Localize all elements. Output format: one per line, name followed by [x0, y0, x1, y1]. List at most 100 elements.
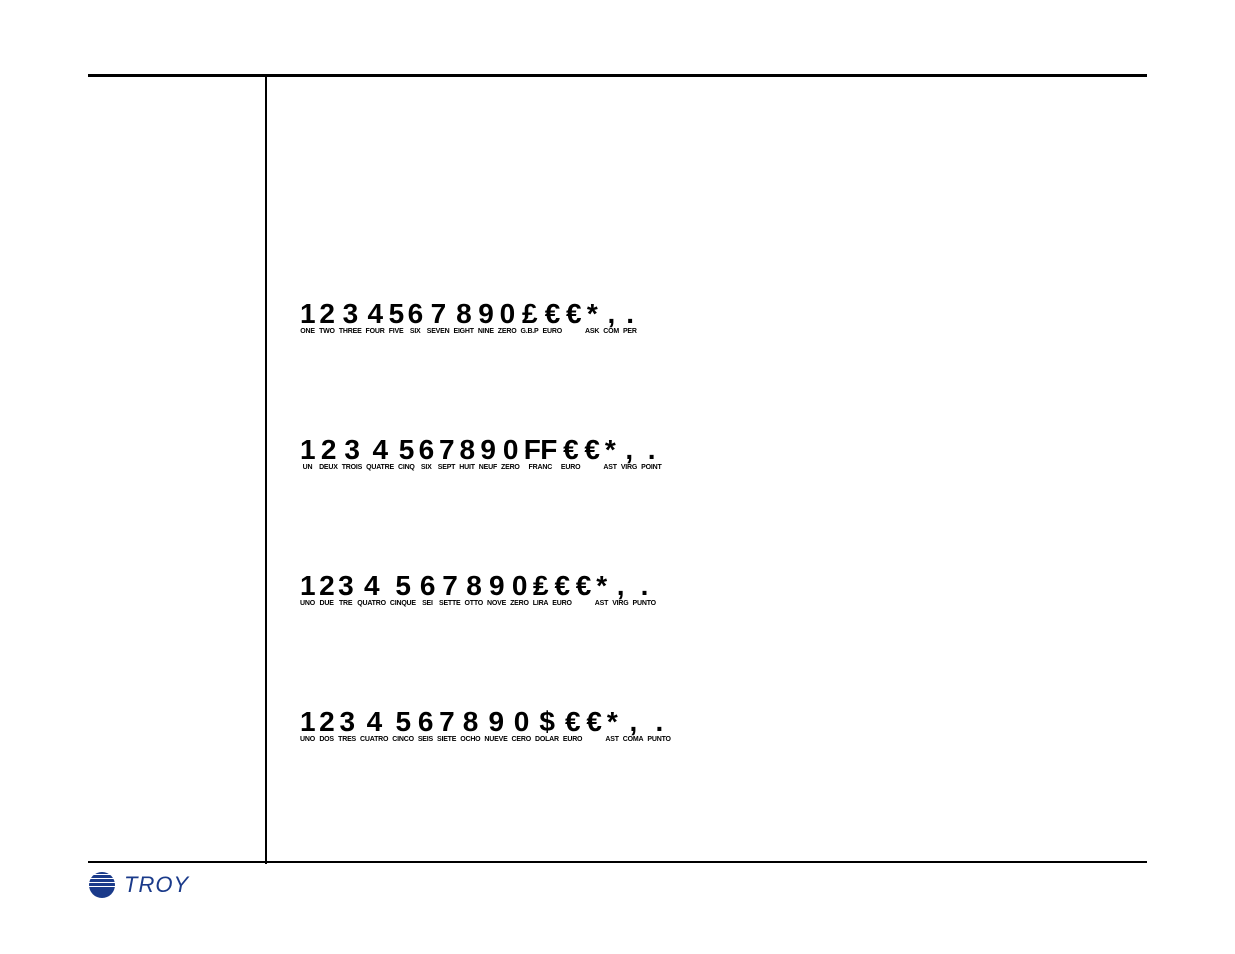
font-row: 1UN2DEUX3TROIS4QUATRE5CINQ6SIX7SEPT8HUIT…	[300, 436, 1135, 472]
glyph-cell: 4QUATRE	[366, 436, 394, 472]
font-specimen-content: 1ONE2TWO3THREE4FOUR5FIVE6SIX7SEVEN8EIGHT…	[300, 300, 1135, 844]
glyph-sublabel: SIX	[419, 464, 434, 472]
glyph-cell: 6SIX	[419, 436, 434, 472]
glyph-sublabel: SEVEN	[427, 328, 450, 336]
glyph-sublabel: NINE	[478, 328, 494, 336]
glyph: $	[535, 708, 559, 736]
glyph-cell: 3TRES	[338, 708, 356, 744]
glyph: ,	[612, 572, 628, 600]
glyph-sublabel: SEPT	[438, 464, 455, 472]
glyph: 4	[360, 708, 388, 736]
glyph-cell: €EURO	[543, 300, 562, 336]
glyph-cell: 0ZERO	[501, 436, 520, 472]
glyph: 5	[398, 436, 415, 464]
glyph: FF	[524, 436, 557, 464]
glyph: 9	[484, 708, 507, 736]
glyph-sublabel: SIX	[408, 328, 423, 336]
glyph-cell: €EURO	[561, 436, 580, 472]
glyph-cell: 7SEPT	[438, 436, 455, 472]
glyph-cell: 0ZERO	[510, 572, 529, 608]
glyph-sublabel: SETTE	[439, 600, 461, 608]
glyph-cell: 9NOVE	[487, 572, 506, 608]
glyph-sublabel: DOS	[319, 736, 334, 744]
glyph-cell: 2TWO	[319, 300, 335, 336]
glyph-cell: 1UN	[300, 436, 315, 472]
glyph-cell: 6SIX	[408, 300, 423, 336]
glyph-sublabel: EURO	[563, 736, 582, 744]
glyph-sublabel: COMA	[623, 736, 644, 744]
glyph: 4	[366, 436, 394, 464]
glyph-cell: 8OCHO	[460, 708, 480, 744]
glyph-sublabel: ONE	[300, 328, 315, 336]
glyph-sublabel: EURO	[543, 328, 562, 336]
glyph: ,	[621, 436, 637, 464]
glyph-sublabel: LIRA	[533, 600, 549, 608]
glyph: 4	[357, 572, 386, 600]
glyph-cell: 6SEI	[420, 572, 435, 608]
glyph-sublabel: SEIS	[418, 736, 433, 744]
glyph: 8	[453, 300, 473, 328]
glyph-sublabel: FOUR	[366, 328, 385, 336]
glyph-sublabel: CINQ	[398, 464, 415, 472]
glyph-cell: ,COM	[603, 300, 619, 336]
glyph-cell: 1UNO	[300, 572, 315, 608]
glyph: 8	[465, 572, 484, 600]
glyph-sublabel: OTTO	[465, 600, 484, 608]
glyph: .	[633, 572, 656, 600]
glyph: 3	[338, 572, 353, 600]
troy-logo: TROY	[88, 871, 189, 899]
glyph: 4	[366, 300, 385, 328]
glyph-cell: FFFRANC	[524, 436, 557, 472]
glyph: €	[563, 708, 582, 736]
glyph-cell: 2DOS	[319, 708, 334, 744]
glyph-sublabel: TROIS	[342, 464, 362, 472]
glyph-cell: €EURO	[552, 572, 571, 608]
glyph-sublabel: DOLAR	[535, 736, 559, 744]
glyph: 0	[501, 436, 520, 464]
glyph: €	[566, 300, 581, 328]
glyph: 1	[300, 708, 315, 736]
glyph-sublabel: EIGHT	[453, 328, 473, 336]
glyph-cell: 5CINQ	[398, 436, 415, 472]
glyph-sublabel: ZERO	[501, 464, 520, 472]
glyph-cell: 1ONE	[300, 300, 315, 336]
glyph-cell: €	[586, 708, 601, 744]
glyph: 1	[300, 300, 315, 328]
footer-rule	[88, 861, 1147, 863]
glyph: 2	[319, 300, 335, 328]
glyph: 3	[342, 436, 362, 464]
glyph: 6	[418, 708, 433, 736]
glyph: *	[605, 708, 618, 736]
glyph-cell: 5CINCO	[392, 708, 414, 744]
glyph-cell: 4FOUR	[366, 300, 385, 336]
glyph-cell: €EURO	[563, 708, 582, 744]
glyph-sublabel: G.B.P	[520, 328, 538, 336]
glyph: €	[543, 300, 562, 328]
glyph: 5	[390, 572, 416, 600]
glyph: 2	[319, 572, 334, 600]
glyph-cell: 3THREE	[339, 300, 362, 336]
glyph: ,	[603, 300, 619, 328]
glyph: 7	[438, 436, 455, 464]
vertical-divider	[265, 74, 267, 864]
glyph-cell: 4CUATRO	[360, 708, 388, 744]
glyph: £	[520, 300, 538, 328]
glyph-sublabel: AST	[603, 464, 616, 472]
page-footer: TROY	[88, 861, 1147, 899]
glyph-cell: 5FIVE	[389, 300, 404, 336]
glyph-cell: .PUNTO	[633, 572, 656, 608]
glyph: 3	[339, 300, 362, 328]
glyph-cell: $DOLAR	[535, 708, 559, 744]
glyph: 6	[419, 436, 434, 464]
glyph: 9	[479, 436, 497, 464]
glyph-cell: 8HUIT	[459, 436, 475, 472]
glyph-sublabel: EURO	[561, 464, 580, 472]
glyph: *	[603, 436, 616, 464]
glyph-sublabel: TWO	[319, 328, 335, 336]
glyph-sublabel: VIRG	[621, 464, 637, 472]
glyph-cell: 2DEUX	[319, 436, 338, 472]
glyph: 5	[392, 708, 414, 736]
glyph-sublabel: UNO	[300, 600, 315, 608]
glyph-cell: 3TRE	[338, 572, 353, 608]
glyph: ₤	[533, 572, 549, 600]
